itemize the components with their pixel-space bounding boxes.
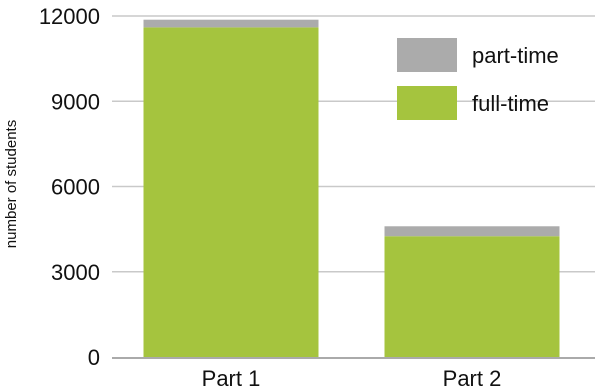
y-tick-label: 3000 bbox=[51, 260, 100, 285]
y-axis-title: number of students bbox=[3, 120, 20, 248]
bar-part-time-part-2 bbox=[384, 226, 560, 237]
x-axis: Part 1 Part 2 bbox=[112, 357, 595, 389]
x-tick-label: Part 1 bbox=[202, 366, 261, 389]
legend: part-time full-time bbox=[397, 38, 559, 120]
bar-full-time-part-2 bbox=[384, 236, 560, 357]
bar-part-time-part-1 bbox=[143, 19, 319, 28]
bars bbox=[143, 19, 560, 357]
y-tick-label: 9000 bbox=[51, 89, 100, 114]
y-axis-ticks: 0 3000 6000 9000 12000 bbox=[39, 4, 100, 370]
y-tick-label: 6000 bbox=[51, 175, 100, 200]
bar-full-time-part-1 bbox=[143, 27, 319, 357]
y-tick-label: 12000 bbox=[39, 4, 100, 29]
y-tick-label: 0 bbox=[88, 345, 100, 370]
legend-label-part-time: part-time bbox=[472, 43, 559, 68]
legend-swatch-part-time bbox=[397, 38, 457, 72]
x-tick-label: Part 2 bbox=[443, 366, 502, 389]
legend-swatch-full-time bbox=[397, 86, 457, 120]
legend-label-full-time: full-time bbox=[472, 91, 549, 116]
